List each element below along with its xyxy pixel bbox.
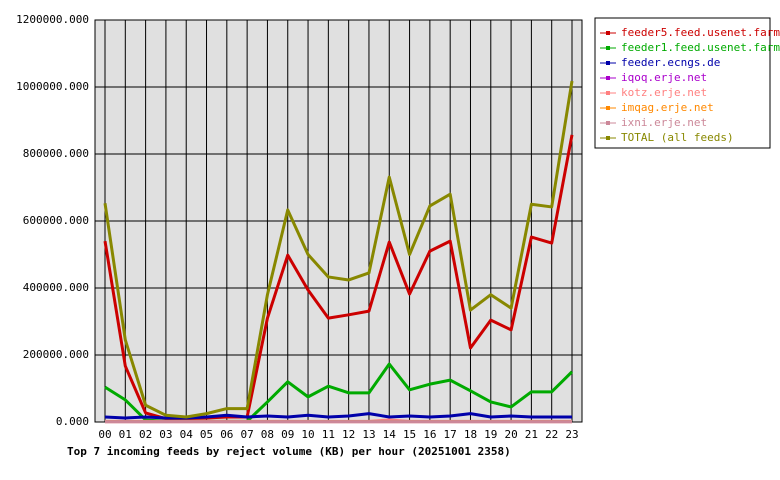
x-tick-label: 23	[565, 428, 578, 441]
legend-label: feeder1.feed.usenet.farm	[621, 41, 780, 54]
x-tick-label: 05	[200, 428, 213, 441]
x-tick-label: 14	[383, 428, 397, 441]
legend-label: iqoq.erje.net	[621, 71, 707, 84]
legend-marker	[606, 91, 610, 95]
legend-label: TOTAL (all feeds)	[621, 131, 734, 144]
x-tick-label: 03	[159, 428, 172, 441]
x-tick-label: 06	[220, 428, 233, 441]
series-line	[103, 80, 574, 419]
x-tick-label: 12	[342, 428, 355, 441]
x-tick-label: 08	[261, 428, 274, 441]
legend-marker	[606, 106, 610, 110]
x-tick-label: 21	[525, 428, 538, 441]
x-tick-label: 07	[241, 428, 254, 441]
x-tick-label: 01	[119, 428, 132, 441]
x-tick-label: 02	[139, 428, 152, 441]
x-tick-label: 11	[322, 428, 335, 441]
x-tick-label: 19	[484, 428, 497, 441]
legend-marker	[606, 61, 610, 65]
legend-marker	[606, 136, 610, 140]
x-tick-label: 18	[464, 428, 477, 441]
y-tick-label: 800000.000	[23, 147, 89, 160]
legend-marker	[606, 121, 610, 125]
x-tick-label: 22	[545, 428, 558, 441]
x-tick-label: 00	[98, 428, 111, 441]
x-tick-label: 04	[180, 428, 194, 441]
legend-box	[594, 17, 771, 149]
x-tick-label: 13	[362, 428, 375, 441]
legend-label: feeder.ecngs.de	[621, 56, 720, 69]
y-tick-label: 1000000.000	[16, 80, 89, 93]
legend-marker	[606, 46, 610, 50]
y-tick-label: 600000.000	[23, 214, 89, 227]
x-tick-label: 16	[423, 428, 436, 441]
y-tick-label: 200000.000	[23, 348, 89, 361]
x-tick-label: 20	[504, 428, 517, 441]
y-tick-label: 1200000.000	[16, 13, 89, 26]
legend-label: kotz.erje.net	[621, 86, 707, 99]
legend-marker	[606, 76, 610, 80]
x-tick-label: 17	[444, 428, 457, 441]
chart-title: Top 7 incoming feeds by reject volume (K…	[67, 445, 511, 458]
y-tick-label: 400000.000	[23, 281, 89, 294]
x-tick-label: 10	[301, 428, 314, 441]
legend-label: feeder5.feed.usenet.farm	[621, 26, 780, 39]
y-tick-label: 0.000	[56, 415, 89, 428]
legend-label: imqag.erje.net	[621, 101, 714, 114]
x-tick-label: 15	[403, 428, 416, 441]
legend-marker	[606, 31, 610, 35]
x-tick-label: 09	[281, 428, 294, 441]
legend-label: ixni.erje.net	[621, 116, 707, 129]
